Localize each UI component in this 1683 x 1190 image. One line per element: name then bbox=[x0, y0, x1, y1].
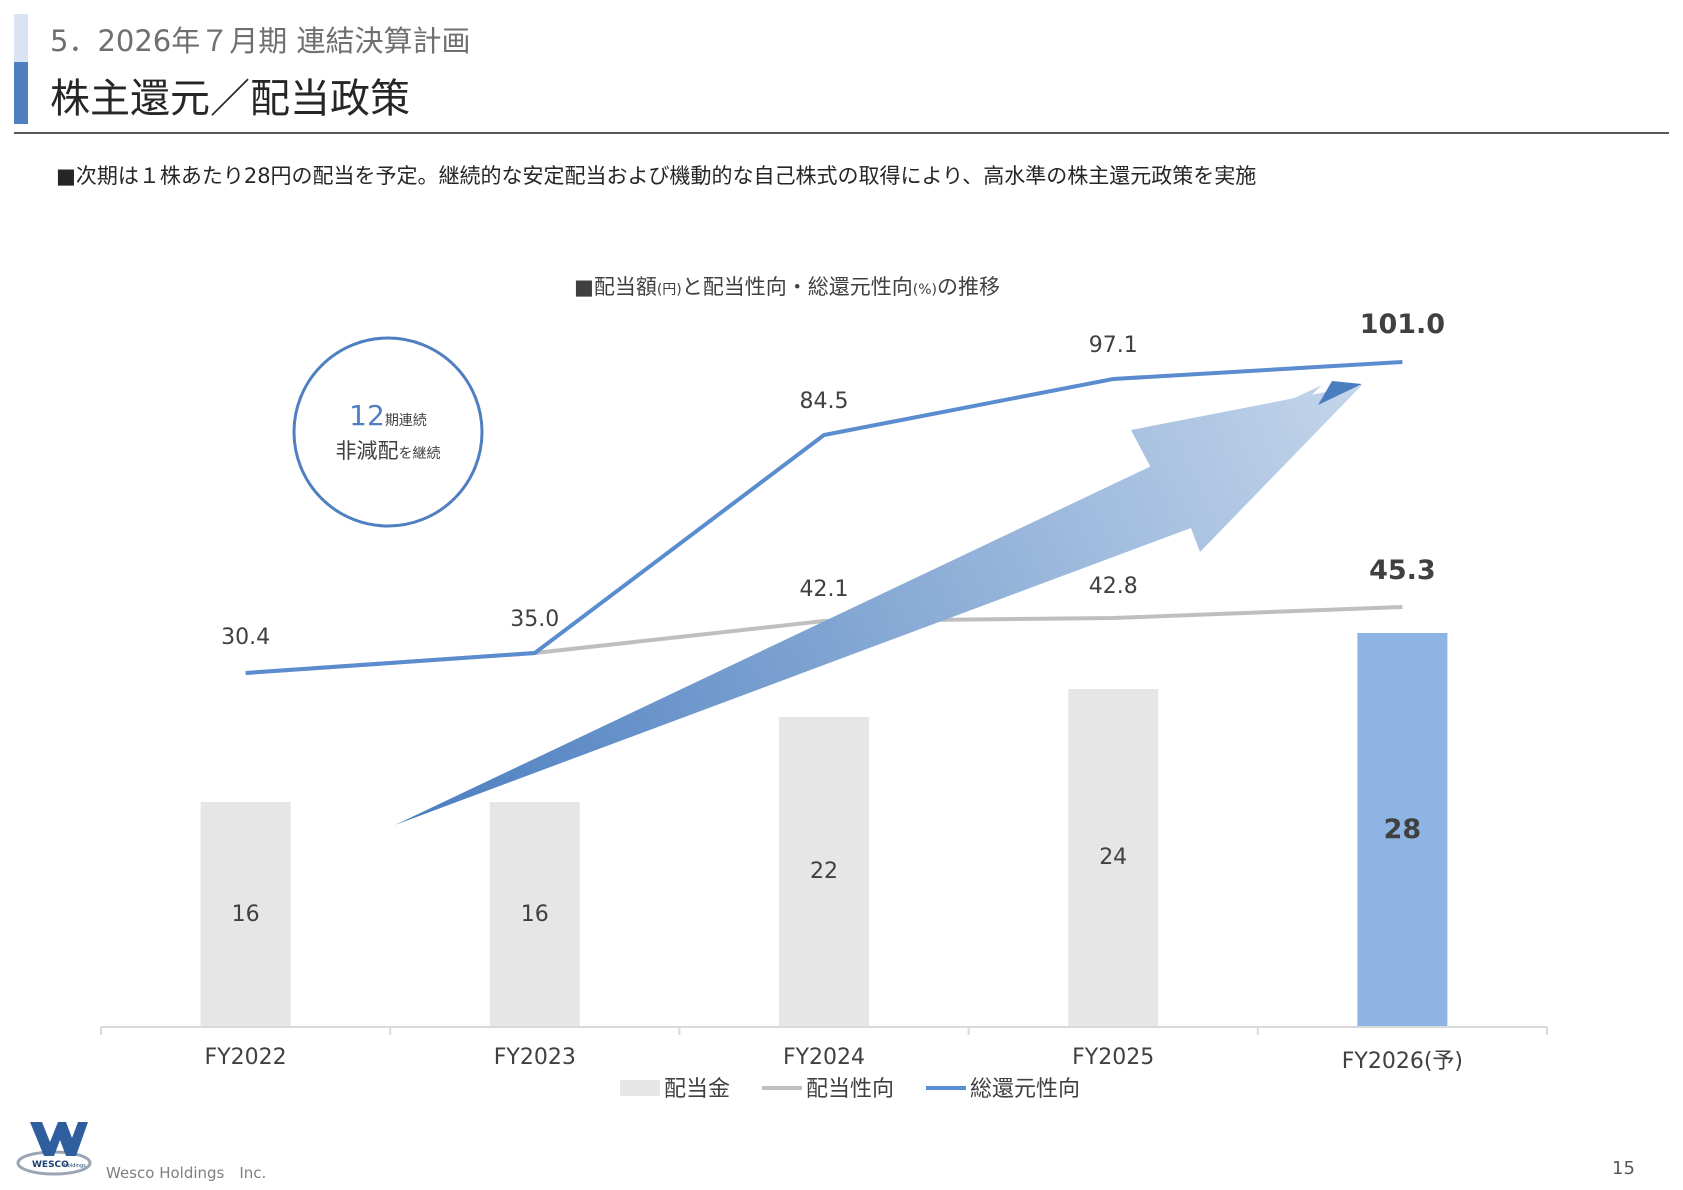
chart-title-unit-yen: (円) bbox=[657, 282, 682, 298]
footer-company-name: Wesco Holdings Inc. bbox=[106, 1164, 267, 1182]
header-accent-dark bbox=[14, 62, 28, 124]
bar-dividend-0 bbox=[200, 802, 291, 1027]
chart-title: ■配当額(円)と配当性向・総還元性向(%)の推移 bbox=[574, 275, 1000, 299]
growth-arrow bbox=[395, 385, 1362, 825]
non-reduction-badge: 12期連続 非減配を継続 bbox=[292, 336, 484, 528]
x-tick-label-2: FY2024 bbox=[783, 1045, 865, 1070]
payout-label-1: 35.0 bbox=[510, 607, 559, 632]
logo-mark bbox=[30, 1122, 88, 1156]
x-tick-label-3: FY2025 bbox=[1072, 1045, 1154, 1070]
bar-dividend-3 bbox=[1068, 689, 1159, 1027]
logo-text: WESCO bbox=[32, 1160, 69, 1170]
svg-text:12期連続: 12期連続 bbox=[349, 399, 427, 432]
bar-dividend-4 bbox=[1357, 633, 1448, 1027]
payout-label-2: 42.1 bbox=[800, 577, 849, 602]
badge-main: 非減配 bbox=[336, 439, 399, 463]
bar-label-4: 28 bbox=[1384, 814, 1422, 845]
page-number: 15 bbox=[1612, 1158, 1635, 1179]
lines-layer bbox=[245, 360, 1403, 675]
page-title: 株主還元／配当政策 bbox=[50, 76, 410, 122]
badge-tail: を継続 bbox=[399, 445, 441, 462]
payout-label-4: 45.3 bbox=[1369, 555, 1436, 586]
badge-number: 12 bbox=[349, 399, 385, 432]
chart-title-unit-percent: (%) bbox=[913, 282, 937, 298]
section-label: 5．2026年７月期 連結決算計画 bbox=[50, 24, 471, 58]
bars-layer bbox=[200, 633, 1448, 1027]
growth-arrow-head-tip bbox=[1318, 381, 1362, 405]
badge-suffix: 期連続 bbox=[385, 412, 427, 429]
legend-label-dividend: 配当金 bbox=[664, 1077, 730, 1102]
bar-label-3: 24 bbox=[1099, 845, 1127, 870]
chart-title-part-2: と配当性向・総還元性向 bbox=[682, 275, 913, 299]
legend-label-total-return: 総還元性向 bbox=[970, 1077, 1080, 1102]
total-return-label-4: 101.0 bbox=[1360, 309, 1445, 340]
bar-label-1: 16 bbox=[521, 902, 549, 927]
legend-label-payout: 配当性向 bbox=[806, 1077, 894, 1102]
x-tick-label-0: FY2022 bbox=[205, 1045, 287, 1070]
company-logo: WESCO Holdings bbox=[14, 1118, 94, 1180]
chart-title-part-3: の推移 bbox=[937, 275, 1000, 299]
data-labels: 16 16 22 24 28 30.4 35.0 42.1 42.8 45.3 84.5 97.1 10… bbox=[221, 309, 1445, 927]
x-axis: FY2022 FY2023 FY2024 FY2025 FY2026(予) bbox=[100, 1026, 1548, 1074]
payout-label-3: 42.8 bbox=[1089, 574, 1138, 599]
legend-swatch-dividend bbox=[620, 1080, 660, 1096]
logo-subtext: Holdings bbox=[64, 1163, 86, 1169]
bar-dividend-2 bbox=[779, 717, 869, 1027]
x-tick-label-4: FY2026(予) bbox=[1342, 1049, 1463, 1074]
chart-title-part-1: ■配当額 bbox=[574, 275, 657, 299]
total-return-label-2: 84.5 bbox=[800, 389, 849, 414]
bar-label-0: 16 bbox=[232, 902, 260, 927]
x-tick-label-1: FY2023 bbox=[494, 1045, 576, 1070]
legend: 配当金 配当性向 総還元性向 bbox=[620, 1077, 1080, 1102]
line-total-return-ratio bbox=[245, 360, 1403, 675]
payout-label-0: 30.4 bbox=[221, 625, 270, 650]
bar-label-2: 22 bbox=[810, 859, 838, 884]
total-return-label-3: 97.1 bbox=[1089, 333, 1138, 358]
lead-text: ■次期は１株あたり28円の配当を予定。継続的な安定配当および機動的な自己株式の取… bbox=[56, 164, 1257, 188]
header-accent-light bbox=[14, 14, 28, 62]
bar-dividend-1 bbox=[489, 802, 580, 1027]
header-divider bbox=[14, 132, 1669, 134]
svg-text:非減配を継続: 非減配を継続 bbox=[336, 439, 441, 463]
